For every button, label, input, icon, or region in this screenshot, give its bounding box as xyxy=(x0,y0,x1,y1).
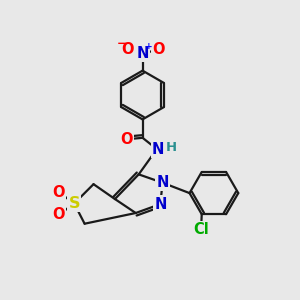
Text: Cl: Cl xyxy=(193,222,209,237)
Text: H: H xyxy=(166,141,177,154)
Text: O: O xyxy=(152,42,164,57)
Text: +: + xyxy=(145,42,153,51)
Text: N: N xyxy=(136,46,149,61)
Text: S: S xyxy=(68,196,80,211)
Text: N: N xyxy=(154,196,167,211)
Text: O: O xyxy=(52,207,65,222)
Text: O: O xyxy=(120,132,133,147)
Text: N: N xyxy=(152,142,164,157)
Text: −: − xyxy=(117,37,127,50)
Text: N: N xyxy=(156,175,169,190)
Text: O: O xyxy=(121,42,134,57)
Text: O: O xyxy=(52,185,65,200)
